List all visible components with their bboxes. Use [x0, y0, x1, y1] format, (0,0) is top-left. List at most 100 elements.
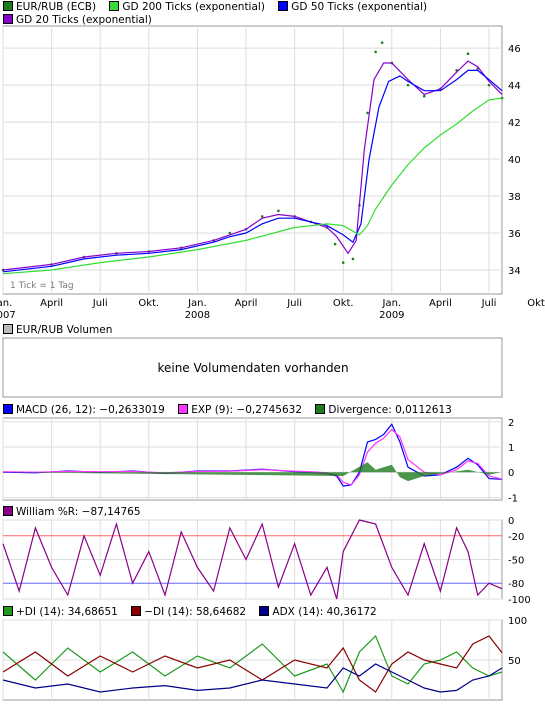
legend-item-gd200[interactable]: GD 200 Ticks (exponential) [109, 1, 265, 13]
legend-swatch-gd50 [278, 1, 289, 11]
main-y-ticks: 34 36 38 40 42 44 46 [508, 44, 521, 277]
legend-item-exp[interactable]: EXP (9): −0,2745632 [178, 404, 302, 416]
legend-swatch-gd20 [3, 14, 13, 24]
legend-swatch-adx [259, 606, 270, 616]
series-line-1 [2, 60, 503, 271]
william-y-ticks: 0 -20 -50 -80 -100 [508, 516, 531, 606]
y-tick-label: 0 [508, 516, 514, 527]
data-point [341, 261, 345, 264]
main-legend: EUR/RUB (ECB) GD 200 Ticks (exponential)… [3, 1, 437, 27]
series-line-1 [2, 635, 503, 693]
legend-swatch-macd [3, 404, 13, 414]
series-line-2 [2, 663, 503, 693]
legend-item-macd[interactable]: MACD (26, 12): −0,2633019 [3, 404, 165, 416]
y-tick-label: -100 [508, 595, 531, 606]
data-point [487, 83, 491, 87]
x-tick-label: April [235, 298, 258, 309]
data-point [466, 52, 470, 56]
dmi-y-ticks: 50 100 [508, 616, 527, 667]
x-tick-label: Okt. [527, 298, 545, 309]
y-tick-label: -20 [508, 532, 524, 543]
series-line-1 [2, 428, 503, 486]
x-tick-label: April [429, 298, 452, 309]
data-point [380, 41, 384, 44]
y-tick-label: 100 [508, 616, 527, 627]
main-note: 1 Tick = 1 Tag [10, 281, 74, 291]
x-tick-label: Juli [481, 298, 497, 309]
y-tick-label: -50 [508, 556, 524, 567]
y-tick-label: 34 [508, 266, 521, 277]
y-tick-label: 42 [508, 118, 521, 129]
data-point [333, 242, 337, 246]
data-point [406, 83, 410, 87]
legend-swatch-william [3, 506, 13, 516]
dmi-grid [2, 619, 502, 700]
legend-label-adx: ADX (14): 40,36172 [272, 606, 377, 618]
data-point [366, 111, 369, 115]
y-tick-label: 46 [508, 44, 521, 55]
william-legend: William %R: −87,14765 [3, 506, 141, 519]
legend-label-eurrub: EUR/RUB (ECB) [16, 1, 97, 13]
macd-series [2, 423, 503, 487]
legend-swatch-plusdi [3, 606, 13, 616]
y-tick-label: 40 [508, 155, 521, 166]
x-tick-label: Okt. [333, 298, 354, 309]
x-tick-year: 2009 [379, 310, 404, 321]
y-tick-label: 36 [508, 229, 521, 240]
x-tick-label: Juli [286, 298, 302, 309]
legend-item-gd20[interactable]: GD 20 Ticks (exponential) [3, 14, 152, 26]
legend-swatch-exp [178, 404, 189, 414]
legend-label-volume: EUR/RUB Volumen [16, 324, 113, 336]
macd-y-ticks: -1 0 1 2 [508, 418, 518, 505]
y-tick-label: -1 [508, 493, 518, 504]
legend-label-minusdi: −DI (14): 58,64682 [144, 606, 247, 618]
y-tick-label: 50 [508, 656, 521, 667]
legend-label-gd20: GD 20 Ticks (exponential) [16, 14, 152, 26]
legend-item-plusdi[interactable]: +DI (14): 34,68651 [3, 606, 118, 618]
y-tick-label: -80 [508, 579, 524, 590]
x-tick-label: April [40, 298, 63, 309]
y-tick-label: 2 [508, 418, 514, 429]
legend-item-eurrub[interactable]: EUR/RUB (ECB) [3, 1, 96, 13]
legend-label-exp: EXP (9): −0,2745632 [191, 404, 303, 416]
volume-panel-frame [2, 337, 503, 398]
legend-swatch-gd200 [109, 1, 120, 11]
legend-swatch-volume [3, 324, 13, 334]
y-tick-label: 44 [508, 81, 521, 92]
y-tick-label: 0 [508, 468, 514, 479]
legend-label-divergence: Divergence: 0,0112613 [328, 404, 452, 416]
x-tick-label: Jan. [382, 298, 402, 309]
dmi-series [2, 634, 503, 694]
legend-label-plusdi: +DI (14): 34,68651 [16, 606, 118, 618]
series-line-0 [2, 423, 503, 487]
main-grid [2, 26, 502, 294]
x-tick-year: 2008 [185, 310, 210, 321]
main-series [1, 41, 504, 275]
main-x-ticks: Jan.2007AprilJuliOkt.Jan.2008AprilJuliOk… [0, 298, 545, 321]
legend-item-divergence[interactable]: Divergence: 0,0112613 [315, 404, 452, 416]
data-point [260, 215, 264, 218]
legend-item-gd50[interactable]: GD 50 Ticks (exponential) [278, 1, 427, 13]
data-point [374, 50, 377, 54]
legend-item-minusdi[interactable]: −DI (14): 58,64682 [131, 606, 246, 618]
y-tick-label: 38 [508, 192, 521, 203]
william-series [2, 519, 503, 600]
series-line-3 [2, 97, 503, 275]
x-tick-label: Jan. [187, 298, 207, 309]
legend-label-gd50: GD 50 Ticks (exponential) [291, 1, 428, 13]
x-tick-label: Juli [92, 298, 108, 309]
legend-label-william: William %R: −87,14765 [16, 506, 141, 518]
legend-item-adx[interactable]: ADX (14): 40,36172 [259, 606, 377, 618]
main-panel-frame [2, 25, 503, 295]
series-line-0 [2, 634, 503, 694]
x-tick-label: Okt. [138, 298, 159, 309]
legend-label-macd: MACD (26, 12): −0,2633019 [16, 404, 165, 416]
dmi-legend: +DI (14): 34,68651 −DI (14): 58,64682 AD… [3, 606, 387, 619]
data-point [277, 209, 280, 213]
legend-label-gd200: GD 200 Ticks (exponential) [122, 1, 265, 13]
x-tick-year: 2007 [0, 310, 16, 321]
macd-panel-frame [2, 417, 503, 501]
series-line-2 [2, 69, 503, 273]
series-line-0 [2, 519, 503, 600]
